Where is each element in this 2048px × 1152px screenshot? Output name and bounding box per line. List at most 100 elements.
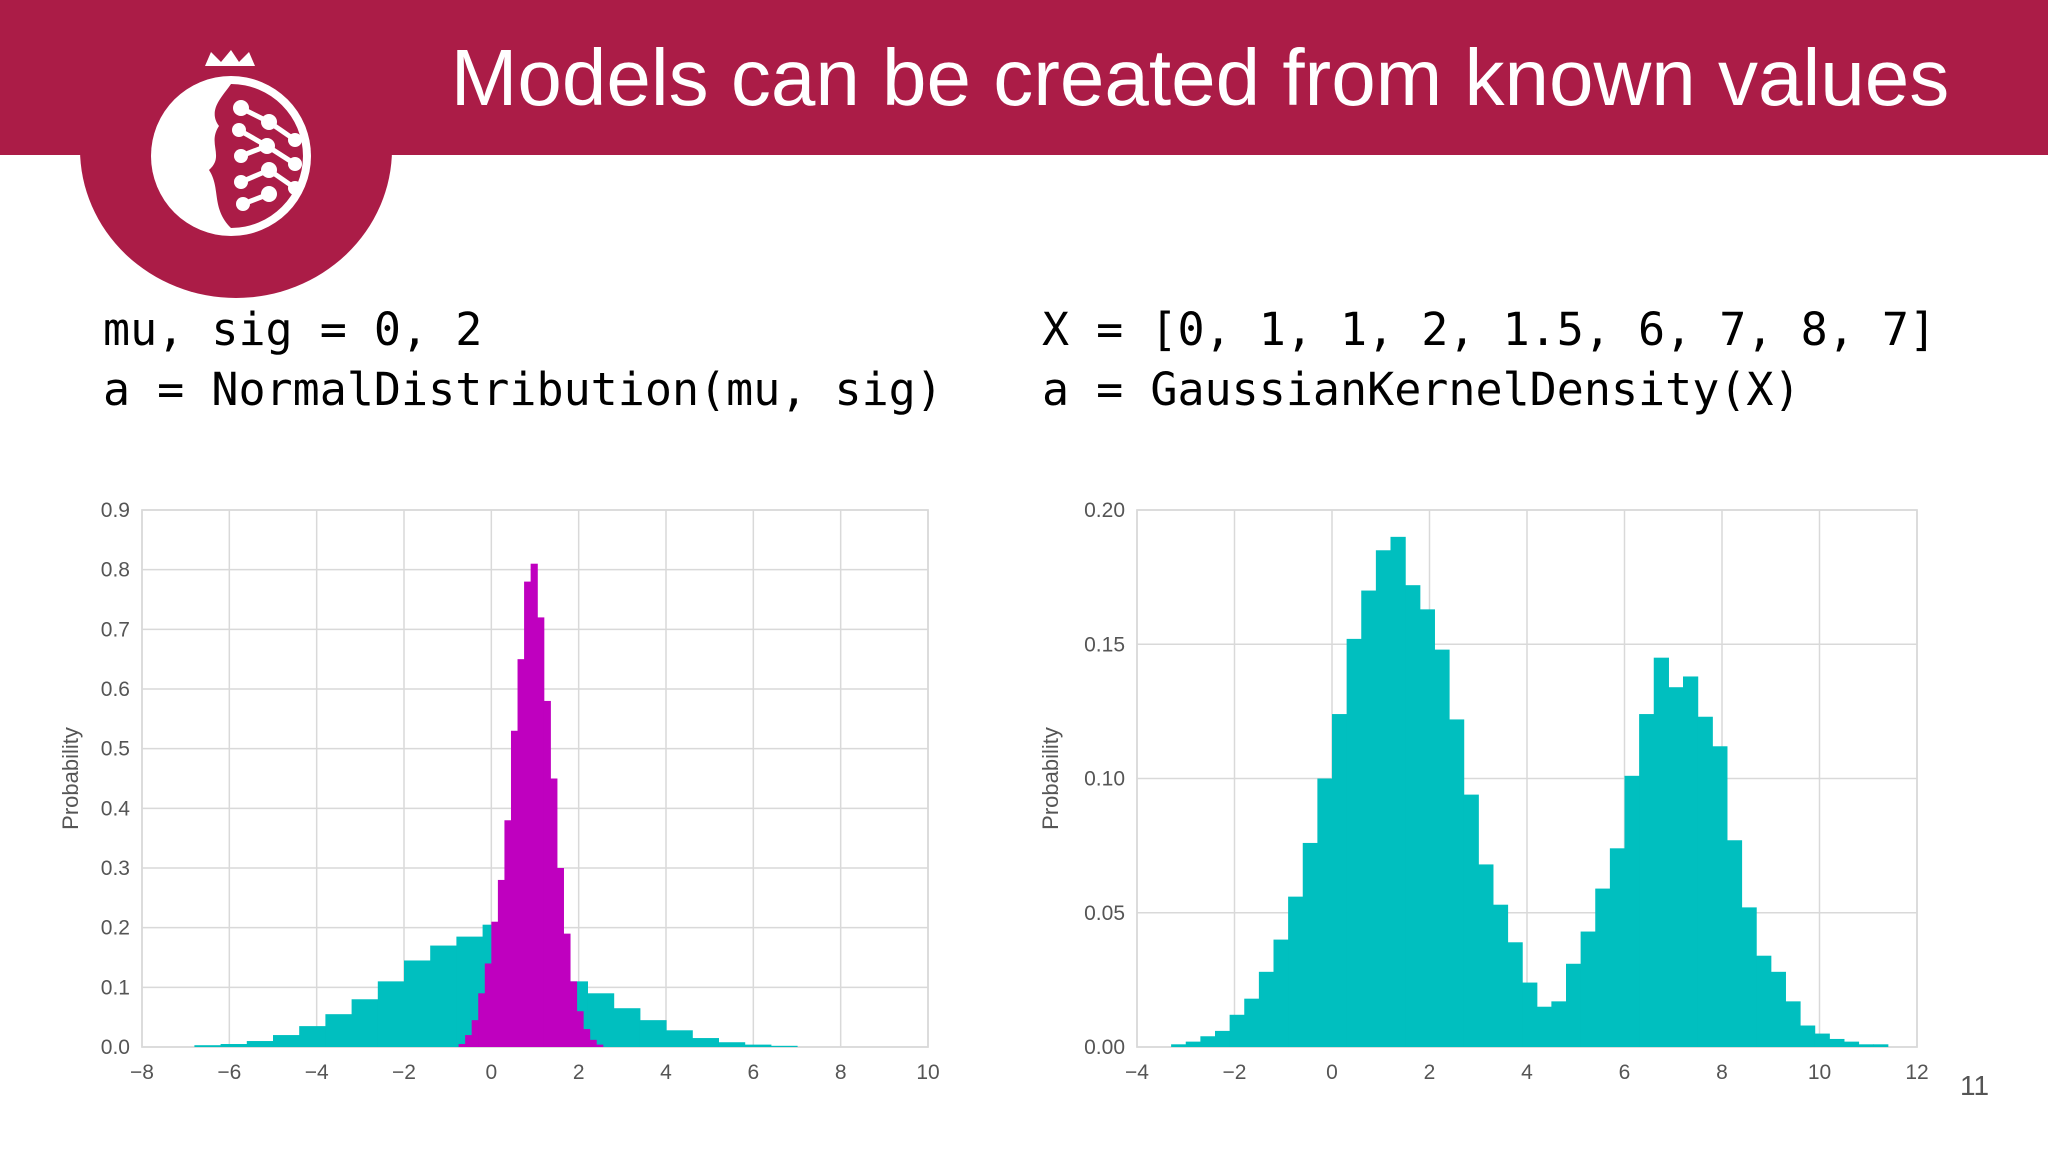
x-tick-label: 0	[1326, 1061, 1338, 1084]
histogram-bar	[351, 999, 379, 1047]
histogram-bar	[1653, 657, 1669, 1047]
histogram-bar	[273, 1035, 300, 1047]
x-tick-label: 12	[1905, 1061, 1928, 1084]
histogram-bar	[1449, 719, 1465, 1047]
histogram-bar	[563, 933, 571, 1047]
histogram-bar	[770, 1045, 798, 1047]
histogram-bar	[404, 960, 431, 1047]
y-tick-label: 0.3	[101, 857, 130, 880]
y-tick-label: 0.15	[1084, 633, 1125, 656]
y-tick-label: 0.8	[101, 559, 130, 582]
histogram-bar	[1185, 1041, 1201, 1047]
y-tick-label: 0.20	[1084, 499, 1125, 522]
code-line: mu, sig = 0, 2	[103, 303, 483, 356]
histogram-bar	[1566, 963, 1582, 1047]
code-line: a = NormalDistribution(mu, sig)	[103, 363, 943, 416]
histogram-bar	[1361, 590, 1377, 1047]
x-tick-label: 2	[573, 1061, 585, 1084]
histogram-bar	[471, 1020, 479, 1047]
y-tick-label: 0.9	[101, 499, 130, 522]
y-tick-label: 0.05	[1084, 902, 1125, 925]
page-number: 11	[1960, 1070, 1990, 1101]
histogram-bar	[639, 1020, 667, 1047]
histogram-bar	[430, 945, 457, 1047]
x-tick-label: 10	[1808, 1061, 1831, 1084]
histogram-bar	[1288, 896, 1304, 1047]
histogram-bar	[550, 778, 558, 1047]
histogram-bar	[1756, 955, 1772, 1047]
histogram-bar	[1785, 1001, 1801, 1047]
histogram-bar	[510, 730, 519, 1047]
histogram-bar	[1551, 1001, 1567, 1047]
code-line: a = GaussianKernelDensity(X)	[1042, 363, 1801, 416]
code-block-kde: X = [0, 1, 1, 2, 1.5, 6, 7, 8, 7] a = Gau…	[1042, 300, 1936, 420]
x-tick-label: 4	[660, 1061, 672, 1084]
histogram-bar	[1419, 609, 1435, 1047]
histogram-bar	[1683, 676, 1699, 1047]
histogram-bar	[517, 659, 525, 1047]
histogram-bar	[537, 617, 545, 1047]
x-tick-label: −2	[1223, 1061, 1247, 1084]
histogram-bar	[744, 1044, 772, 1047]
histogram-bar	[504, 820, 512, 1047]
x-tick-label: 8	[1716, 1061, 1728, 1084]
histogram-bar	[1843, 1041, 1860, 1047]
histogram-bar	[377, 981, 405, 1047]
histogram-bar	[1595, 888, 1611, 1047]
histogram-bar	[1624, 775, 1640, 1047]
histogram-bar	[194, 1045, 222, 1047]
y-tick-label: 0.4	[101, 797, 131, 820]
histogram-bar	[1302, 842, 1318, 1047]
histogram-bar	[1858, 1044, 1874, 1047]
histogram-bar	[1273, 939, 1289, 1047]
code-line: X = [0, 1, 1, 2, 1.5, 6, 7, 8, 7]	[1042, 303, 1937, 356]
x-tick-label: 0	[485, 1061, 497, 1084]
x-tick-label: 4	[1521, 1061, 1533, 1084]
histogram-bar	[1829, 1038, 1845, 1047]
histogram-bar	[1712, 746, 1728, 1047]
histogram-bar	[497, 879, 506, 1047]
histogram-bar	[556, 868, 564, 1047]
histogram-bar	[1375, 550, 1392, 1047]
histogram-bar	[692, 1038, 719, 1047]
y-tick-label: 0.5	[101, 738, 130, 761]
histogram-bar	[1697, 716, 1713, 1047]
histogram-bar	[1580, 931, 1596, 1047]
histogram-bar	[1639, 714, 1655, 1047]
x-tick-label: 6	[1619, 1061, 1631, 1084]
x-tick-label: −4	[305, 1061, 329, 1084]
y-tick-label: 0.2	[101, 917, 130, 940]
x-tick-label: 6	[747, 1061, 759, 1084]
histogram-bar	[1390, 536, 1406, 1047]
histogram-bar	[299, 1026, 326, 1047]
histogram-bar	[478, 993, 486, 1047]
y-axis-label: Probability	[1038, 727, 1063, 830]
histogram-bar	[543, 700, 551, 1047]
histogram-bar	[1770, 971, 1786, 1047]
histogram-bar	[1668, 687, 1684, 1047]
histogram-bar	[718, 1042, 746, 1047]
histogram-bar	[524, 581, 532, 1047]
histogram-bar	[1405, 585, 1421, 1047]
y-tick-label: 0.0	[101, 1036, 130, 1059]
histogram-bar	[1536, 1006, 1552, 1047]
y-tick-label: 0.00	[1084, 1036, 1125, 1059]
histogram-bar	[325, 1014, 353, 1047]
histogram-bar	[1873, 1044, 1889, 1047]
histogram-bar	[1463, 794, 1479, 1047]
histogram-bar	[1814, 1033, 1830, 1047]
y-tick-label: 0.10	[1084, 768, 1125, 791]
histogram-bar	[484, 963, 492, 1047]
histogram-bar	[1492, 904, 1509, 1047]
histogram-bar	[1609, 848, 1626, 1047]
y-tick-label: 0.7	[101, 618, 130, 641]
histogram-bar	[1507, 942, 1523, 1047]
pomegranate-network-logo-icon	[151, 50, 311, 236]
histogram-bar	[246, 1041, 274, 1047]
histogram-bar	[1522, 982, 1538, 1047]
histogram-bar	[1215, 1030, 1231, 1047]
histogram-bar	[1800, 1025, 1816, 1047]
histogram-bar	[583, 1029, 591, 1047]
x-tick-label: −2	[392, 1061, 416, 1084]
histogram-bar	[1317, 778, 1333, 1047]
